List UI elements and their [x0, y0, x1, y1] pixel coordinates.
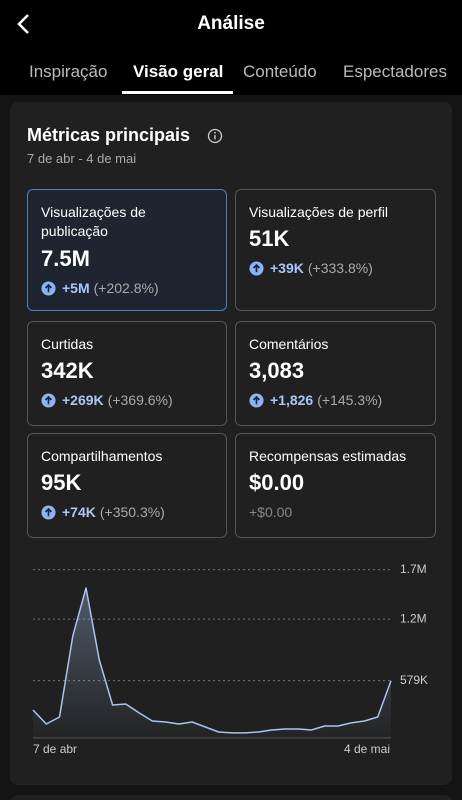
- metric-change: +39K: [270, 260, 304, 276]
- card: [10, 795, 452, 800]
- line: [32, 587, 392, 734]
- tab[interactable]: Inspiração: [29, 62, 108, 81]
- tab[interactable]: Espectadores: [343, 62, 447, 81]
- y-tick-label: 1.7M: [400, 562, 427, 576]
- metric-change-row: +5M (+202.8%): [41, 280, 159, 296]
- chart: 1.7M 1.2M 579K 7 de abr 4 de mai: [32, 562, 428, 756]
- up-icon: [41, 280, 56, 296]
- metric-change-row: +39K (+333.8%): [249, 260, 373, 276]
- tab[interactable]: Visão geral: [133, 62, 224, 81]
- metric-tile[interactable]: Visualizações de perfil 51K +39K (+333.8%): [235, 189, 436, 311]
- metric-label: Curtidas: [41, 336, 94, 352]
- tab[interactable]: Conteúdo: [243, 62, 317, 81]
- date-range: 7 de abr - 4 de mai: [27, 151, 137, 166]
- up-icon: [249, 260, 264, 276]
- metric-percent: (+333.8%): [307, 260, 373, 276]
- area: [33, 588, 391, 738]
- metric-change-row: +$0.00: [249, 504, 292, 520]
- card-title: Métricas principais: [27, 125, 191, 145]
- back-button[interactable]: [14, 12, 34, 36]
- metric-change: +74K: [62, 504, 96, 520]
- metric-label: Compartilhamentos: [41, 448, 163, 464]
- metric-tile[interactable]: Visualizações de publicação 7.5M +5M (+202.…: [27, 189, 227, 311]
- metric-percent: (+202.8%): [93, 280, 159, 296]
- page-title: Análise: [197, 13, 265, 34]
- metric-value: 342K: [41, 358, 94, 383]
- metric-tile[interactable]: Recompensas estimadas $0.00 +$0.00: [235, 433, 436, 538]
- metric-value: 95K: [41, 470, 82, 495]
- metric-label: Comentários: [249, 336, 329, 352]
- info-icon[interactable]: [207, 128, 223, 144]
- metric-change: +1,826: [270, 392, 314, 408]
- metric-change: +269K: [62, 392, 104, 408]
- metric-change: +5M: [62, 280, 90, 296]
- x-tick-label: 7 de abr: [33, 742, 77, 756]
- metric-value: 7.5M: [41, 246, 90, 271]
- metric-change-row: +74K (+350.3%): [41, 504, 165, 520]
- x-tick-label: 4 de mai: [344, 742, 390, 756]
- metric-value: $0.00: [249, 470, 305, 495]
- up-icon: [41, 392, 56, 408]
- metric-percent: (+350.3%): [99, 504, 165, 520]
- metric-label: Visualizações de publicação: [41, 204, 146, 239]
- metric-tile[interactable]: Compartilhamentos 95K +74K (+350.3%): [27, 433, 227, 538]
- up-icon: [41, 504, 56, 520]
- metric-value: 51K: [249, 226, 290, 251]
- metric-tile[interactable]: Curtidas 342K +269K (+369.6%): [27, 321, 227, 426]
- metric-label: Recompensas estimadas: [249, 448, 407, 464]
- metric-change-row: +269K (+369.6%): [41, 392, 173, 408]
- metric-label: Visualizações de perfil: [249, 204, 389, 220]
- metric-percent: (+145.3%): [317, 392, 383, 408]
- tab-indicator: [122, 91, 233, 94]
- metric-change: +$0.00: [249, 504, 293, 520]
- metric-tile[interactable]: Comentários 3,083 +1,826 (+145.3%): [235, 321, 436, 426]
- up-icon: [249, 392, 264, 408]
- metric-percent: (+369.6%): [107, 392, 173, 408]
- metric-value: 3,083: [249, 358, 305, 383]
- y-tick-label: 1.2M: [400, 611, 427, 625]
- y-tick-label: 579K: [400, 673, 428, 687]
- metric-change-row: +1,826 (+145.3%): [249, 392, 382, 408]
